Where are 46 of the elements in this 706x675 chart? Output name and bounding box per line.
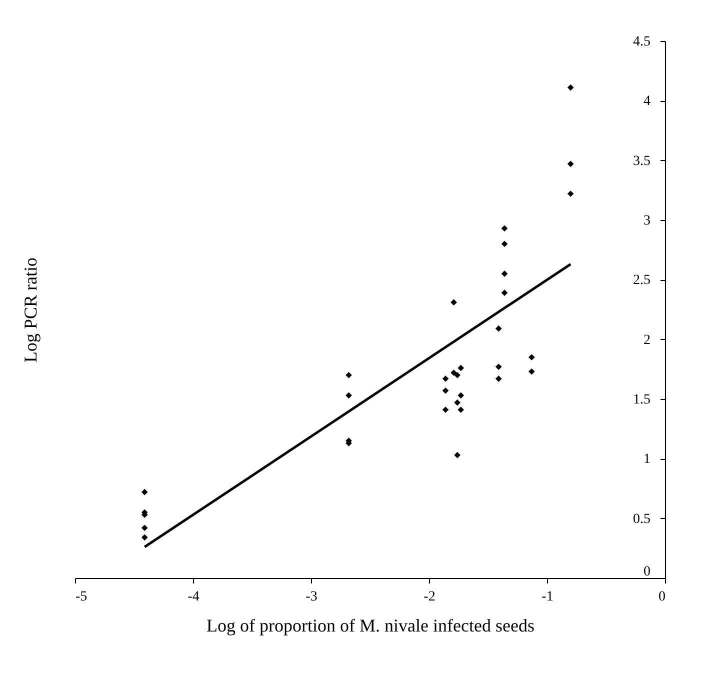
point: [495, 364, 502, 370]
x-tick-label: -2: [424, 590, 436, 604]
point: [528, 368, 535, 375]
point: [458, 406, 464, 413]
x-tick-label: -1: [542, 590, 554, 604]
point: [442, 376, 449, 382]
y-tick-label: 1.5: [633, 392, 650, 408]
point: [141, 488, 148, 496]
point: [450, 370, 457, 376]
x-tick-label: -4: [188, 590, 200, 604]
point: [454, 452, 460, 458]
y-tick-label: 0.5: [633, 512, 650, 527]
point: [458, 364, 464, 372]
y-tick-label: 3.5: [633, 154, 650, 169]
point: [141, 524, 148, 532]
y-axis-title: Log PCR ratio: [20, 257, 40, 363]
point: [495, 325, 502, 332]
point: [501, 240, 508, 248]
point: [442, 387, 449, 394]
y-tick-label: 1: [644, 452, 650, 468]
point: [442, 406, 449, 413]
point: [528, 354, 535, 360]
x-tick-label: -3: [306, 590, 318, 604]
point: [454, 372, 460, 378]
x-tick-label: -5: [76, 590, 88, 604]
y-tick-label: 4: [644, 94, 650, 110]
y-tick-label: 0: [644, 564, 650, 580]
x-tick-label: 0: [658, 590, 666, 604]
point: [450, 299, 457, 306]
point: [501, 225, 508, 232]
point: [501, 270, 508, 277]
point: [454, 399, 460, 406]
point: [346, 392, 352, 399]
point: [567, 84, 574, 91]
point: [141, 534, 148, 541]
y-tick-label: 2: [644, 332, 650, 348]
y-tick-label: 2.5: [633, 273, 650, 288]
y-tick-label: 4.5: [633, 34, 650, 50]
point: [495, 376, 502, 382]
point: [458, 392, 464, 399]
y-tick-label: 3: [644, 214, 650, 228]
point: [501, 290, 508, 296]
point: [346, 372, 352, 378]
point: [567, 160, 574, 168]
x-axis-title: Log of proportion of M. nivale infected seeds: [206, 616, 534, 636]
point: [567, 190, 574, 197]
